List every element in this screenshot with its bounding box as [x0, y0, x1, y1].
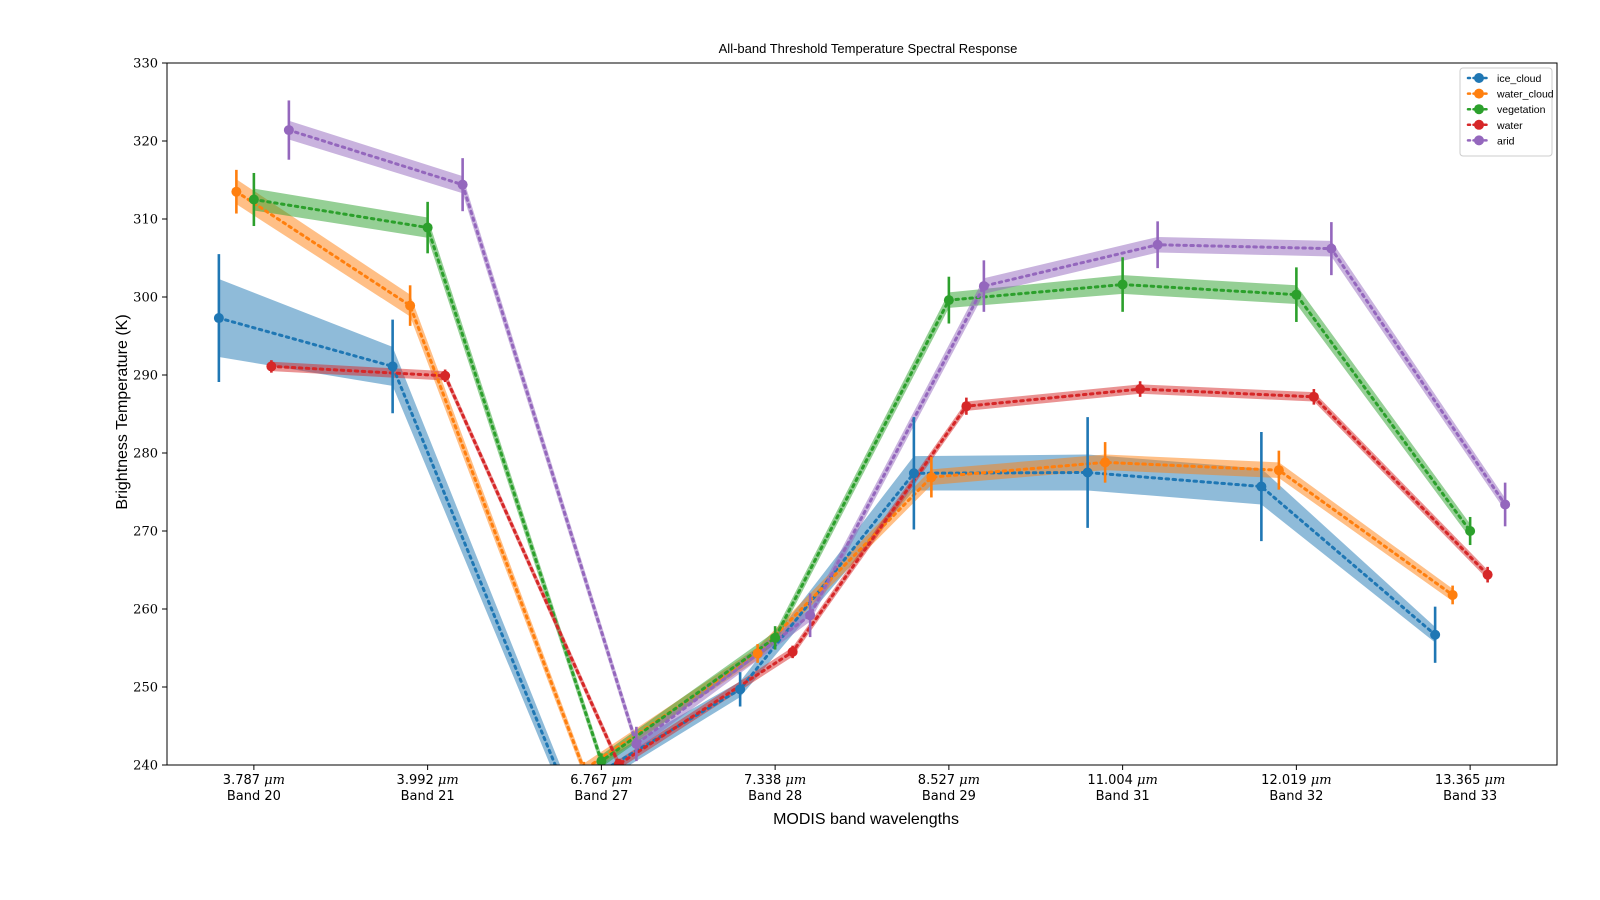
legend-marker-ice_cloud	[1474, 73, 1484, 83]
x-tick-band: Band 33	[1443, 789, 1497, 804]
point-ice_cloud	[1256, 481, 1267, 492]
point-vegetation	[1291, 289, 1302, 300]
line-water_cloud	[234, 190, 1455, 765]
point-vegetation	[943, 295, 954, 306]
x-tick-band: Band 32	[1269, 789, 1323, 804]
point-ice_cloud	[561, 787, 571, 797]
point-arid	[978, 281, 989, 292]
y-tick-label: 270	[133, 525, 158, 540]
point-vegetation	[770, 632, 781, 643]
point-vegetation	[422, 222, 433, 233]
legend-label-ice_cloud: ice_cloud	[1497, 73, 1542, 85]
legend: ice_cloud water_cloud vegetation water arid	[1459, 67, 1554, 157]
x-tick-band: Band 28	[748, 789, 802, 804]
legend-label-water: water	[1496, 120, 1523, 132]
point-water_cloud	[1100, 457, 1111, 468]
legend-label-water_cloud: water_cloud	[1496, 89, 1554, 101]
point-arid	[283, 125, 294, 136]
line-arid	[287, 128, 1507, 747]
x-tick-band: Band 20	[227, 789, 281, 804]
plot-frame	[166, 62, 1558, 766]
point-water	[440, 370, 451, 381]
chart-title: All-band Threshold Temperature Spectral …	[719, 41, 1018, 56]
x-tick-wavelength: 12.019 μm	[1261, 773, 1331, 788]
y-tick-label: 320	[133, 135, 158, 150]
point-water_cloud	[926, 472, 937, 483]
band-ice_cloud	[218, 279, 1436, 765]
point-water_cloud	[405, 300, 416, 311]
legend-marker-water	[1474, 119, 1484, 130]
series-group	[213, 100, 1511, 797]
y-axis-label: Brightness Temperature (K)	[114, 314, 131, 509]
point-water	[613, 759, 624, 765]
point-water	[1308, 391, 1319, 402]
y-tick-label: 330	[133, 57, 158, 72]
x-axis-label: MODIS band wavelengths	[773, 811, 959, 828]
x-tick-wavelength: 6.767 μm	[570, 773, 632, 788]
x-tick-wavelength: 3.992 μm	[397, 773, 459, 788]
x-tick-wavelength: 11.004 μm	[1087, 773, 1157, 788]
point-arid	[1500, 499, 1511, 510]
point-ice_cloud	[1430, 629, 1441, 640]
point-ice_cloud	[213, 313, 224, 324]
plot-area	[213, 100, 1511, 797]
point-vegetation	[1465, 526, 1476, 536]
point-water	[961, 401, 972, 412]
point-ice_cloud	[735, 684, 746, 695]
point-ice_cloud	[1082, 467, 1093, 478]
point-water	[266, 361, 277, 372]
legend-label-arid: arid	[1497, 135, 1515, 147]
band-water_cloud	[236, 179, 1453, 765]
point-vegetation	[1117, 279, 1128, 290]
point-arid	[457, 179, 468, 190]
legend-marker-arid	[1474, 135, 1484, 146]
x-tick-wavelength: 8.527 μm	[918, 773, 980, 788]
point-arid	[1326, 243, 1337, 254]
y-tick-label: 240	[133, 759, 158, 774]
x-tick-wavelength: 7.338 μm	[744, 773, 806, 788]
y-tick-label: 290	[133, 369, 158, 384]
point-ice_cloud	[387, 361, 398, 372]
point-water_cloud	[231, 186, 242, 197]
x-tick-wavelength: 13.365 μm	[1435, 773, 1505, 788]
line-ice_cloud	[217, 316, 1437, 765]
point-vegetation	[248, 194, 259, 205]
point-water_cloud	[1447, 589, 1458, 600]
y-tick-label: 280	[133, 447, 158, 462]
point-water_cloud	[1273, 465, 1284, 476]
band-vegetation	[253, 188, 1471, 765]
point-water_cloud	[752, 648, 763, 659]
point-arid	[805, 610, 816, 621]
legend-marker-vegetation	[1474, 104, 1484, 115]
x-tick-band: Band 21	[401, 789, 455, 804]
point-arid	[631, 738, 642, 749]
x-tick-band: Band 31	[1096, 789, 1150, 804]
y-tick-label: 300	[133, 291, 158, 306]
point-arid	[1152, 239, 1163, 250]
x-tick-band: Band 29	[922, 789, 976, 804]
y-tick-label: 260	[133, 603, 158, 618]
x-tick-wavelength: 3.787 μm	[223, 773, 285, 788]
point-water	[1482, 569, 1493, 580]
point-water	[1135, 384, 1146, 395]
legend-box	[1459, 67, 1553, 157]
point-vegetation	[596, 756, 607, 765]
legend-label-vegetation: vegetation	[1497, 104, 1546, 116]
point-ice_cloud	[908, 468, 919, 479]
line-water	[269, 364, 1490, 765]
line-vegetation	[252, 198, 1472, 764]
x-tick-band: Band 27	[574, 789, 628, 804]
y-tick-label: 250	[133, 681, 158, 696]
point-water	[787, 646, 798, 657]
legend-marker-water_cloud	[1474, 88, 1484, 99]
y-tick-label: 310	[133, 213, 158, 228]
